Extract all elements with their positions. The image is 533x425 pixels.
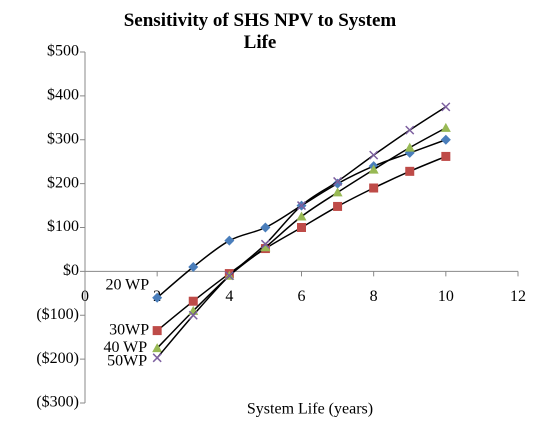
x-tick-label: 4 bbox=[225, 288, 233, 305]
marker bbox=[440, 122, 451, 132]
y-tick-label: $0 bbox=[63, 262, 79, 279]
x-tick-label: 10 bbox=[438, 288, 454, 305]
marker bbox=[440, 134, 451, 145]
x-axis-label: System Life (years) bbox=[247, 401, 373, 418]
marker bbox=[188, 261, 199, 272]
y-tick-label: ($300) bbox=[36, 394, 79, 411]
marker bbox=[188, 310, 198, 320]
marker bbox=[333, 201, 343, 211]
marker bbox=[152, 292, 163, 303]
marker bbox=[152, 343, 163, 353]
y-tick-label: $400 bbox=[47, 87, 79, 104]
trend-line bbox=[156, 106, 447, 359]
x-tick-label: 8 bbox=[370, 288, 378, 305]
marker bbox=[368, 164, 379, 174]
y-tick-label: $300 bbox=[47, 130, 79, 147]
series-label: 40 WP bbox=[103, 339, 147, 356]
marker bbox=[260, 222, 271, 233]
marker bbox=[332, 187, 343, 197]
marker bbox=[296, 211, 307, 221]
marker bbox=[188, 296, 198, 306]
marker bbox=[152, 326, 162, 336]
marker bbox=[441, 102, 451, 112]
marker bbox=[224, 235, 235, 246]
marker bbox=[369, 183, 379, 193]
y-tick-label: $100 bbox=[47, 218, 79, 235]
marker bbox=[152, 353, 162, 363]
marker bbox=[405, 125, 415, 135]
x-tick-label: 12 bbox=[510, 288, 526, 305]
x-tick-label: 0 bbox=[81, 288, 89, 305]
marker bbox=[297, 223, 306, 232]
marker bbox=[405, 166, 415, 176]
marker bbox=[296, 201, 307, 211]
marker bbox=[224, 271, 234, 281]
marker bbox=[260, 239, 270, 249]
x-tick-label: 6 bbox=[298, 288, 306, 305]
y-tick-label: ($100) bbox=[36, 306, 79, 323]
marker bbox=[441, 151, 451, 161]
y-tick-label: ($200) bbox=[36, 350, 79, 367]
series-label: 50WP bbox=[107, 352, 147, 369]
series-label: 30WP bbox=[109, 321, 149, 338]
marker bbox=[332, 178, 343, 189]
series-label: 20 WP bbox=[105, 276, 149, 293]
y-tick-label: $200 bbox=[47, 174, 79, 191]
marker bbox=[333, 176, 343, 186]
marker bbox=[404, 142, 415, 152]
marker bbox=[369, 150, 379, 160]
chart-title: Sensitivity of SHS NPV to System Life bbox=[124, 10, 397, 53]
marker bbox=[260, 242, 271, 252]
trend-line bbox=[156, 127, 447, 349]
y-tick-label: $500 bbox=[47, 43, 79, 60]
